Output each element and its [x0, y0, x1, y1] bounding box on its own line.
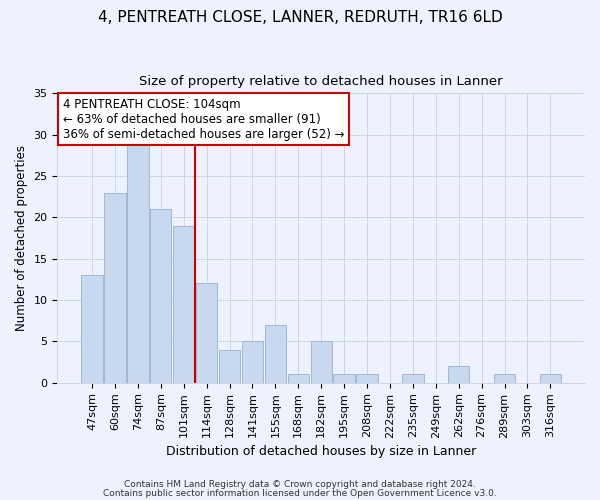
- X-axis label: Distribution of detached houses by size in Lanner: Distribution of detached houses by size …: [166, 444, 476, 458]
- Bar: [196, 284, 217, 382]
- Text: 4, PENTREATH CLOSE, LANNER, REDRUTH, TR16 6LD: 4, PENTREATH CLOSE, LANNER, REDRUTH, TR1…: [98, 10, 502, 25]
- Text: 4 PENTREATH CLOSE: 104sqm
← 63% of detached houses are smaller (91)
36% of semi-: 4 PENTREATH CLOSE: 104sqm ← 63% of detac…: [62, 98, 344, 140]
- Bar: [104, 192, 125, 382]
- Bar: [448, 366, 469, 382]
- Bar: [242, 342, 263, 382]
- Y-axis label: Number of detached properties: Number of detached properties: [15, 145, 28, 331]
- Bar: [265, 325, 286, 382]
- Bar: [150, 209, 172, 382]
- Bar: [402, 374, 424, 382]
- Bar: [219, 350, 240, 382]
- Bar: [540, 374, 561, 382]
- Bar: [82, 275, 103, 382]
- Text: Contains HM Land Registry data © Crown copyright and database right 2024.: Contains HM Land Registry data © Crown c…: [124, 480, 476, 489]
- Bar: [127, 143, 149, 382]
- Bar: [311, 342, 332, 382]
- Bar: [173, 226, 194, 382]
- Bar: [494, 374, 515, 382]
- Bar: [334, 374, 355, 382]
- Title: Size of property relative to detached houses in Lanner: Size of property relative to detached ho…: [139, 75, 503, 88]
- Bar: [287, 374, 309, 382]
- Text: Contains public sector information licensed under the Open Government Licence v3: Contains public sector information licen…: [103, 488, 497, 498]
- Bar: [356, 374, 377, 382]
